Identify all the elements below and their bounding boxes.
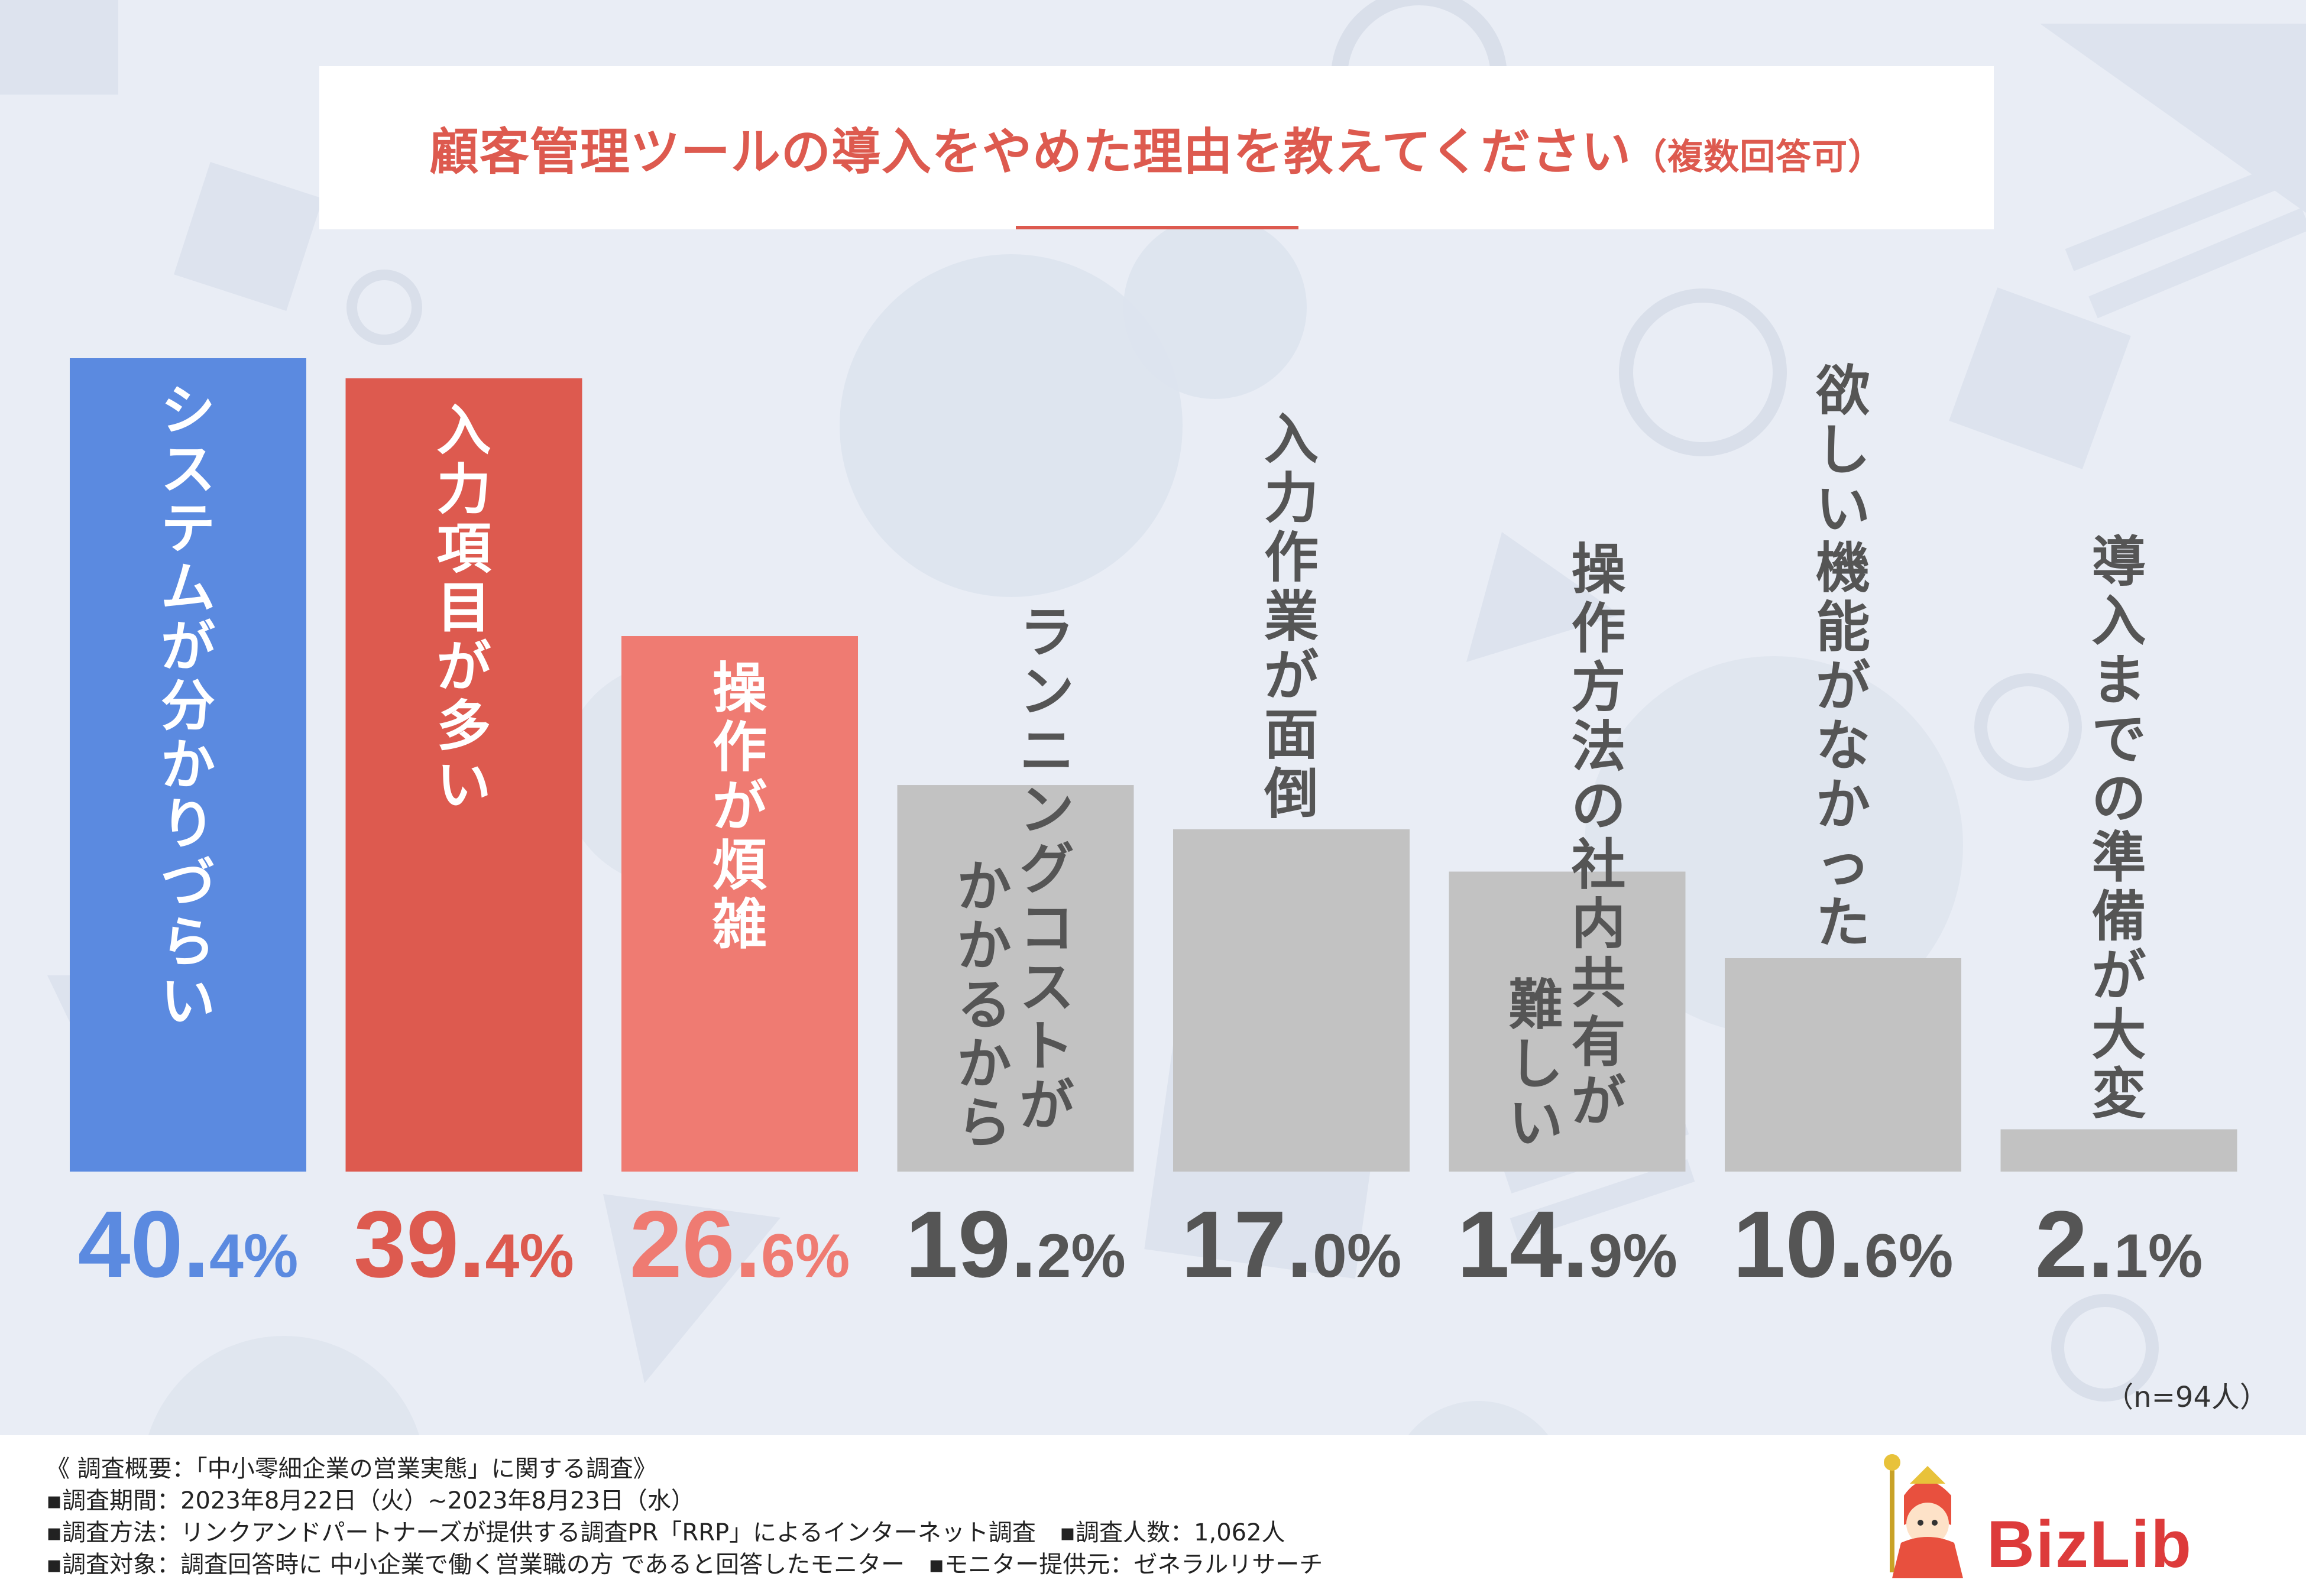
value-label-6: 14.9%	[1457, 1191, 1677, 1297]
survey-target: ▪調査対象：調査回答時に 中小企業で働く営業職の方 であると回答したモニター ▪…	[46, 1551, 1323, 1578]
survey-title: 《 調査概要：「中小零細企業の営業実態」に関する調査》	[46, 1455, 657, 1483]
bar-6	[1449, 871, 1686, 1172]
value-label-2: 39.4%	[354, 1191, 574, 1297]
title-box: 顧客管理ツールの導入をやめた理由を教えてください（複数回答可）	[319, 66, 1994, 229]
bar-label-4-line-1: ランニングコストが	[1019, 601, 1074, 1137]
bar-2	[345, 378, 582, 1172]
bar-7	[1725, 958, 1961, 1172]
value-label-3: 26.6%	[630, 1191, 850, 1297]
bar-3	[621, 636, 858, 1172]
title-underline	[1016, 226, 1298, 229]
bar-label-6-line-1: 操作方法の社内共有が	[1571, 538, 1625, 1133]
bar-4	[897, 785, 1134, 1172]
bar-label-5: 入力作業が面倒	[1264, 408, 1319, 826]
bar-label-8: 導入までの準備が大変	[2091, 530, 2146, 1125]
value-label-7: 10.6%	[1733, 1191, 1954, 1297]
logo-text: BizLib	[1987, 1507, 2192, 1581]
title-note: （複数回答可）	[1631, 137, 1884, 178]
survey-method: ▪調査方法：リンクアンドパートナーズが提供する調査PR「RRP」によるインターネ…	[46, 1519, 1285, 1546]
bar-5	[1173, 829, 1410, 1172]
bar-8	[2000, 1129, 2237, 1172]
title-main: 顧客管理ツールの導入をやめた理由を教えてください	[429, 123, 1632, 181]
value-label-1: 40.4%	[78, 1191, 299, 1297]
survey-period: ▪調査期間：2023年8月22日（火）~2023年8月23日（水）	[46, 1487, 695, 1514]
bar-label-2: 入力項目が多い	[436, 399, 491, 817]
bar-1	[70, 358, 306, 1172]
bar-label-4-line-2: かかるから	[957, 855, 1011, 1155]
bar-label-7: 欲しい機能がなかった	[1815, 359, 1870, 955]
value-label-8: 2.1%	[2035, 1191, 2203, 1297]
page-title: 顧客管理ツールの導入をやめた理由を教えてください（複数回答可）	[319, 112, 1994, 184]
survey-overview: 《 調査概要：「中小零細企業の営業実態」に関する調査》 ▪調査期間：2023年8…	[46, 1453, 1323, 1581]
bar-label-1: システムが分かりづらい	[161, 379, 215, 1033]
mascot-icon	[1884, 1454, 1963, 1578]
value-label-4: 19.2%	[905, 1191, 1126, 1297]
bizlib-logo: BizLib	[1868, 1454, 2247, 1584]
bar-label-3: 操作が煩雑	[712, 657, 767, 956]
sample-size: （n=94人）	[2105, 1381, 2268, 1414]
bar-label-6-line-2: 難しい	[1508, 974, 1563, 1155]
survey-footer: 《 調査概要：「中小零細企業の営業実態」に関する調査》 ▪調査期間：2023年8…	[0, 1435, 2306, 1596]
value-label-5: 17.0%	[1181, 1191, 1402, 1297]
